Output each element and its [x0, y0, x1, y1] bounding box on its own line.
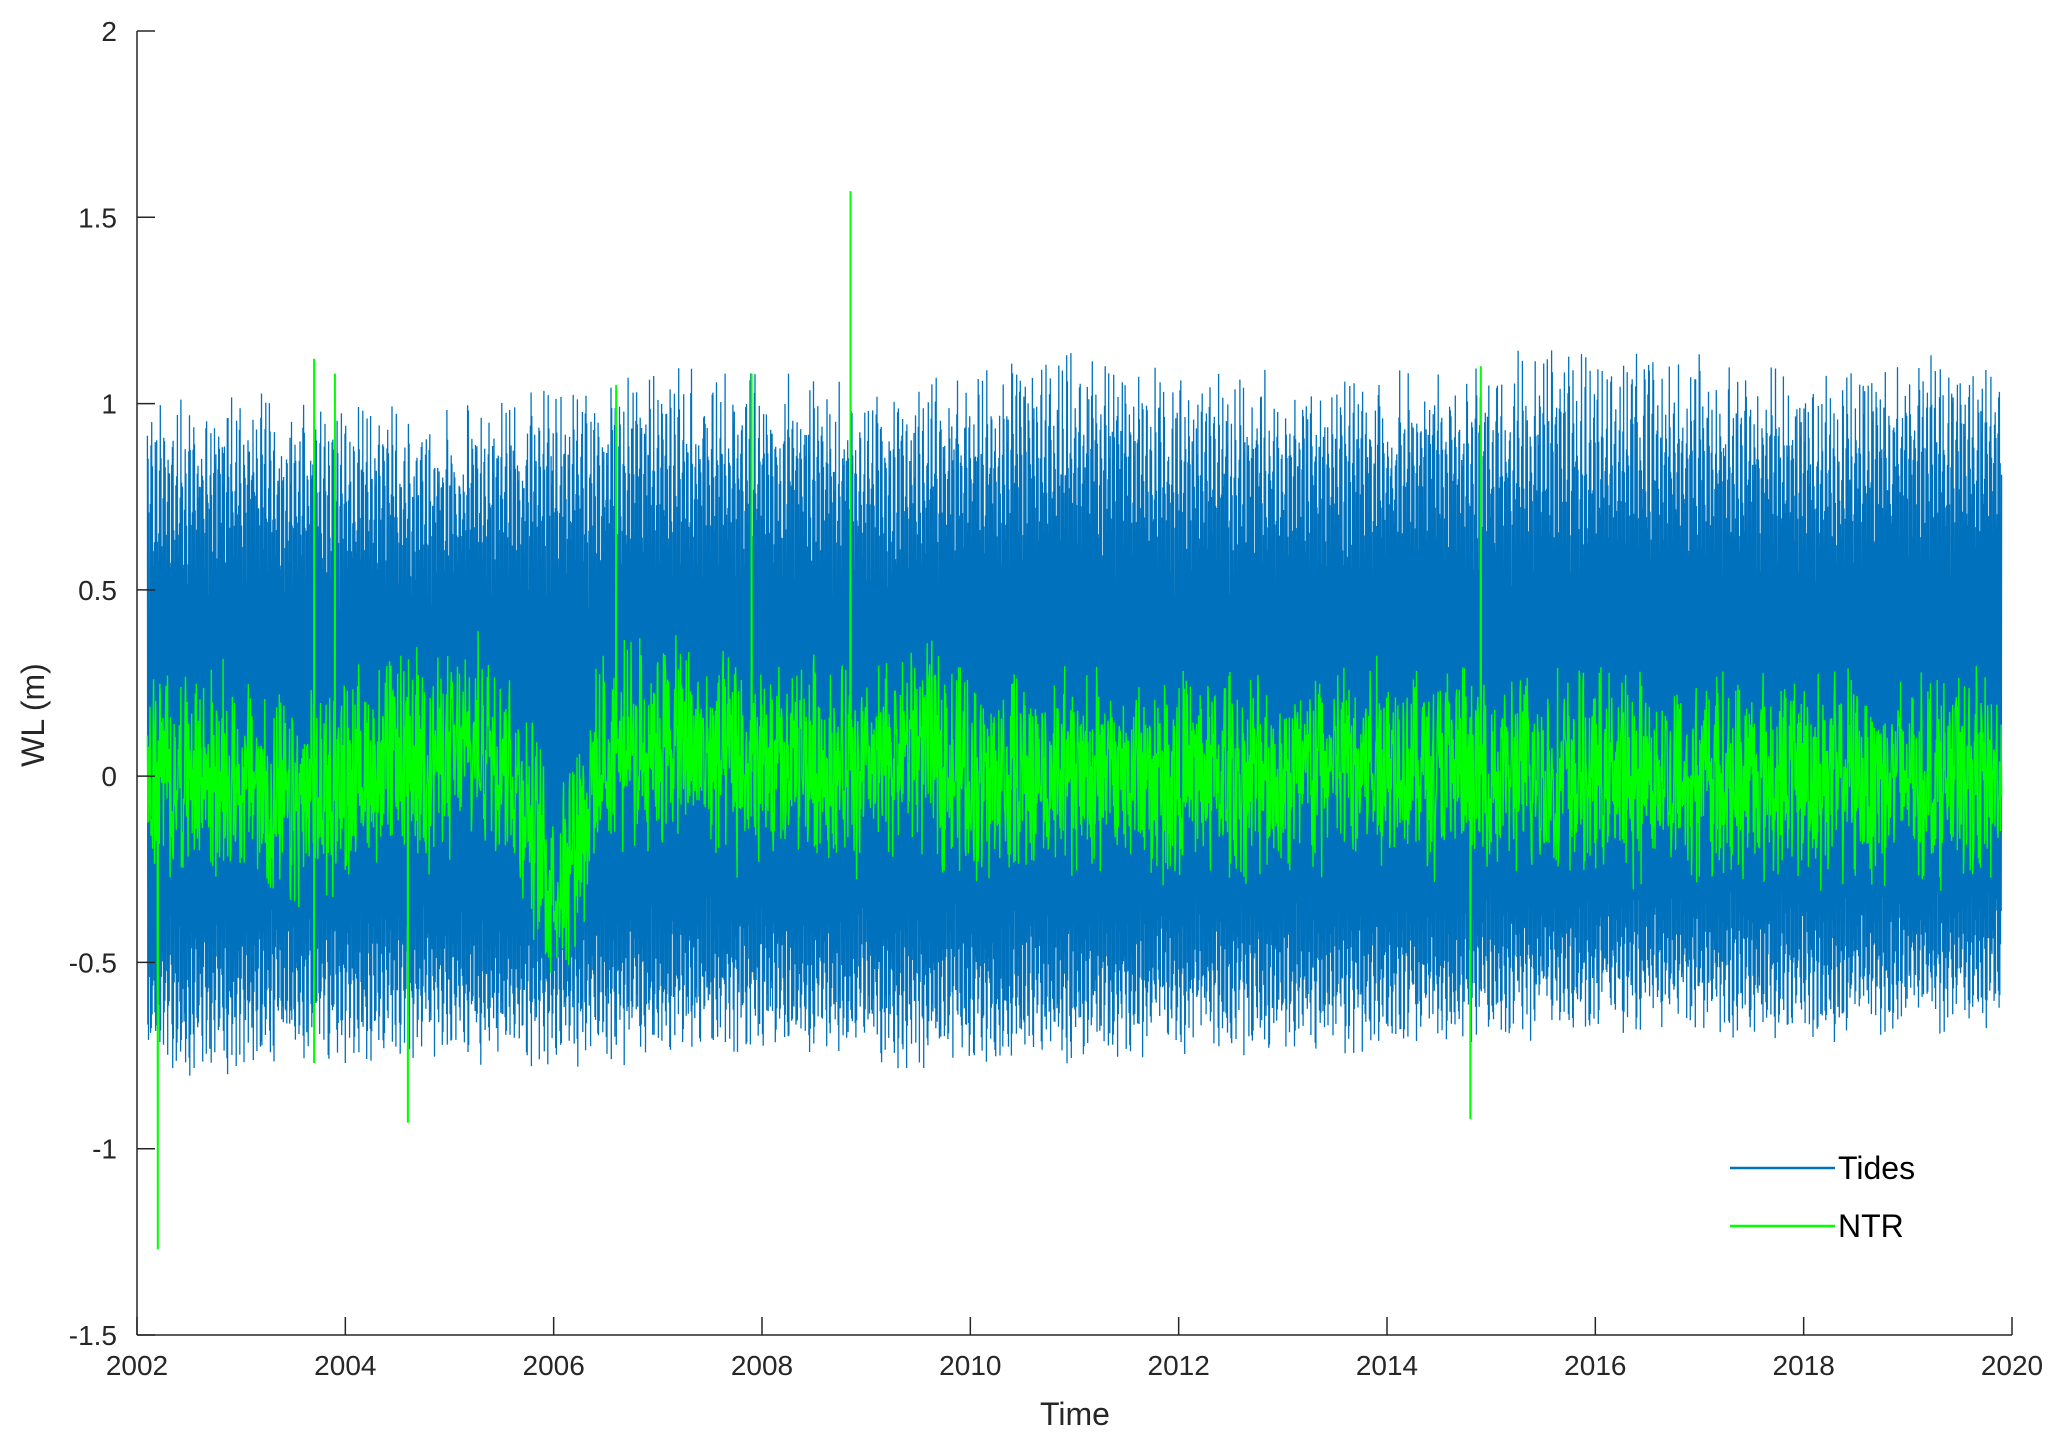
- x-axis-title: Time: [1040, 1396, 1110, 1432]
- y-tick-label: 0: [101, 761, 117, 792]
- legend: Tides NTR: [1730, 1150, 1915, 1244]
- y-tick-label: 1.5: [78, 202, 117, 233]
- ntr-series: [146, 191, 2003, 1250]
- y-tick-label: 1: [101, 389, 117, 420]
- x-tick-label: 2018: [1773, 1350, 1835, 1381]
- x-tick-label: 2006: [523, 1350, 585, 1381]
- y-axis-title: WL (m): [15, 663, 51, 767]
- plot-area: [146, 191, 2003, 1250]
- legend-ntr-label: NTR: [1838, 1208, 1904, 1244]
- y-tick-label: -1.5: [69, 1320, 117, 1351]
- x-tick-label: 2010: [939, 1350, 1001, 1381]
- x-tick-label: 2020: [1981, 1350, 2043, 1381]
- y-tick-label: -1: [92, 1134, 117, 1165]
- axes: 2002 2004 2006 2008 2010 2012 2014 2016 2018 2020…: [69, 16, 2043, 1381]
- x-tick-label: 2008: [731, 1350, 793, 1381]
- y-tick-label: 0.5: [78, 575, 117, 606]
- x-tick-label: 2016: [1564, 1350, 1626, 1381]
- x-tick-label: 2002: [106, 1350, 168, 1381]
- ntr-line: [146, 191, 2003, 1250]
- y-tick-label: 2: [101, 16, 117, 47]
- legend-tides-label: Tides: [1838, 1150, 1915, 1186]
- y-tick-label: -0.5: [69, 947, 117, 978]
- x-tick-label: 2012: [1148, 1350, 1210, 1381]
- x-tick-label: 2014: [1356, 1350, 1418, 1381]
- x-tick-label: 2004: [314, 1350, 376, 1381]
